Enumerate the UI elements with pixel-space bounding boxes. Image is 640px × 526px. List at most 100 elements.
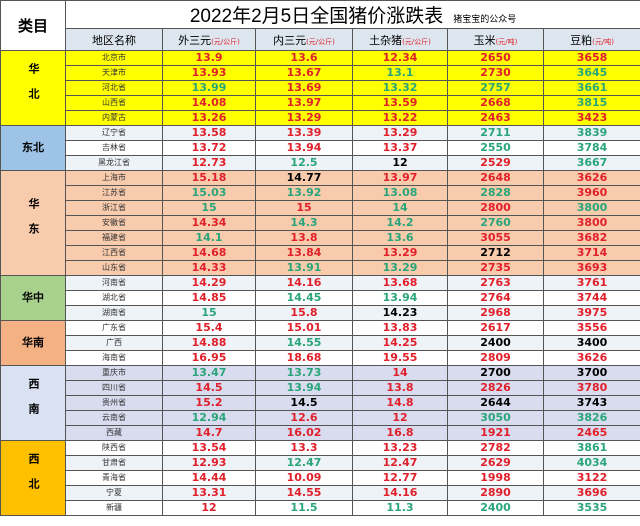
region-cell: 云南省: [65, 410, 163, 426]
region-cell: 江西省: [65, 245, 163, 261]
price-cell: 13.9: [162, 50, 256, 66]
column-header: 玉米(元/吨): [447, 28, 544, 51]
price-cell: 14.55: [255, 335, 353, 351]
price-cell: 2617: [447, 320, 544, 336]
region-cell: 山东省: [65, 260, 163, 276]
price-cell: 13.32: [352, 80, 448, 96]
price-cell: 13.69: [255, 80, 353, 96]
price-cell: 13.72: [162, 140, 256, 156]
price-cell: 2550: [447, 140, 544, 156]
price-cell: 13.29: [255, 110, 353, 126]
column-name: 外三元: [178, 33, 212, 47]
price-cell: 14: [352, 365, 448, 381]
price-cell: 13.91: [255, 260, 353, 276]
price-cell: 13.94: [255, 380, 353, 396]
price-cell: 14.1: [162, 230, 256, 246]
price-cell: 12: [352, 155, 448, 171]
price-cell: 2629: [447, 455, 544, 471]
price-cell: 13.1: [352, 65, 448, 81]
region-cell: 广东省: [65, 320, 163, 336]
column-unit: (元/吨): [495, 37, 518, 46]
price-cell: 2648: [447, 170, 544, 186]
price-cell: 3800: [542, 200, 640, 216]
region-cell: 贵州省: [65, 395, 163, 411]
region-cell: 甘肃省: [65, 455, 163, 471]
price-cell: 13.97: [352, 170, 448, 186]
price-cell: 2763: [447, 275, 544, 291]
region-cell: 湖南省: [65, 305, 163, 321]
price-cell: 3055: [447, 230, 544, 246]
price-cell: 2809: [447, 350, 544, 366]
price-cell: 16.02: [255, 425, 353, 441]
price-cell: 16.95: [162, 350, 256, 366]
price-cell: 3960: [542, 185, 640, 201]
price-cell: 13.37: [352, 140, 448, 156]
price-cell: 3780: [542, 380, 640, 396]
price-cell: 2760: [447, 215, 544, 231]
price-cell: 13.68: [352, 275, 448, 291]
table-row: 东北 辽宁省 13.58 13.39 13.29 2711 3839: [0, 125, 640, 171]
price-cell: 2826: [447, 380, 544, 396]
price-cell: 14.08: [162, 95, 256, 111]
table-row: 四川省 14.5 13.94 13.8 2826 3780: [0, 380, 640, 396]
price-cell: 14.88: [162, 335, 256, 351]
price-cell: 2712: [447, 245, 544, 261]
price-cell: 3839: [542, 125, 640, 141]
price-cell: 14.16: [352, 485, 448, 501]
subtitle-text: 猪宝宝的公众号: [453, 14, 517, 24]
price-cell: 3696: [542, 485, 640, 501]
table-row: 云南省 12.94 12.6 12 3050 3826: [0, 410, 640, 426]
price-cell: 14.85: [162, 290, 256, 306]
price-cell: 14.34: [162, 215, 256, 231]
column-name: 内三元: [273, 33, 307, 47]
price-cell: 13.94: [255, 140, 353, 156]
region-cell: 宁夏: [65, 485, 163, 501]
category-cell: 西南: [0, 365, 66, 441]
price-cell: 13.39: [255, 125, 353, 141]
price-cell: 12.94: [162, 410, 256, 426]
price-cell: 3658: [542, 50, 640, 66]
region-cell: 北京市: [65, 50, 163, 66]
price-cell: 11.3: [352, 500, 448, 516]
region-cell: 青海省: [65, 470, 163, 486]
table-row: 山西省 14.08 13.97 13.59 2668 3815: [0, 95, 640, 111]
region-cell: 黑龙江省: [65, 155, 163, 171]
table-row: 浙江省 15 15 14 2800 3800: [0, 200, 640, 216]
price-cell: 14.8: [352, 395, 448, 411]
price-cell: 3826: [542, 410, 640, 426]
price-cell: 13.73: [255, 365, 353, 381]
price-cell: 13.47: [162, 365, 256, 381]
table-row: 内蒙古 13.26 13.29 13.22 2463 3423: [0, 110, 640, 126]
price-cell: 14.5: [162, 380, 256, 396]
price-cell: 13.97: [255, 95, 353, 111]
table-row: 河北省 13.99 13.69 13.32 2757 3661: [0, 80, 640, 96]
region-cell: 海南省: [65, 350, 163, 366]
price-cell: 3645: [542, 65, 640, 81]
category-cell: 华东: [0, 170, 66, 276]
table-row: 西藏 14.7 16.02 16.8 1921 2465: [0, 425, 640, 441]
price-cell: 15.4: [162, 320, 256, 336]
price-cell: 2782: [447, 440, 544, 456]
price-cell: 2400: [447, 335, 544, 351]
price-cell: 12.93: [162, 455, 256, 471]
price-cell: 14.55: [255, 485, 353, 501]
price-cell: 14.68: [162, 245, 256, 261]
price-cell: 2668: [447, 95, 544, 111]
table-row: 甘肃省 12.93 12.47 12.47 2629 4034: [0, 455, 640, 471]
price-cell: 15: [162, 305, 256, 321]
region-cell: 重庆市: [65, 365, 163, 381]
price-cell: 13.8: [352, 380, 448, 396]
price-cell: 13.99: [162, 80, 256, 96]
price-cell: 14.44: [162, 470, 256, 486]
price-cell: 3050: [447, 410, 544, 426]
price-cell: 3761: [542, 275, 640, 291]
table-row: 江西省 14.68 13.84 13.29 2712 3714: [0, 245, 640, 261]
category-cell: 华南: [0, 320, 66, 366]
table-row: 青海省 14.44 10.09 12.77 1998 3122: [0, 470, 640, 486]
price-cell: 3861: [542, 440, 640, 456]
price-cell: 3743: [542, 395, 640, 411]
table-row: 湖南省 15 15.8 14.23 2968 3975: [0, 305, 640, 321]
table-row: 贵州省 15.2 14.5 14.8 2644 3743: [0, 395, 640, 411]
region-cell: 浙江省: [65, 200, 163, 216]
